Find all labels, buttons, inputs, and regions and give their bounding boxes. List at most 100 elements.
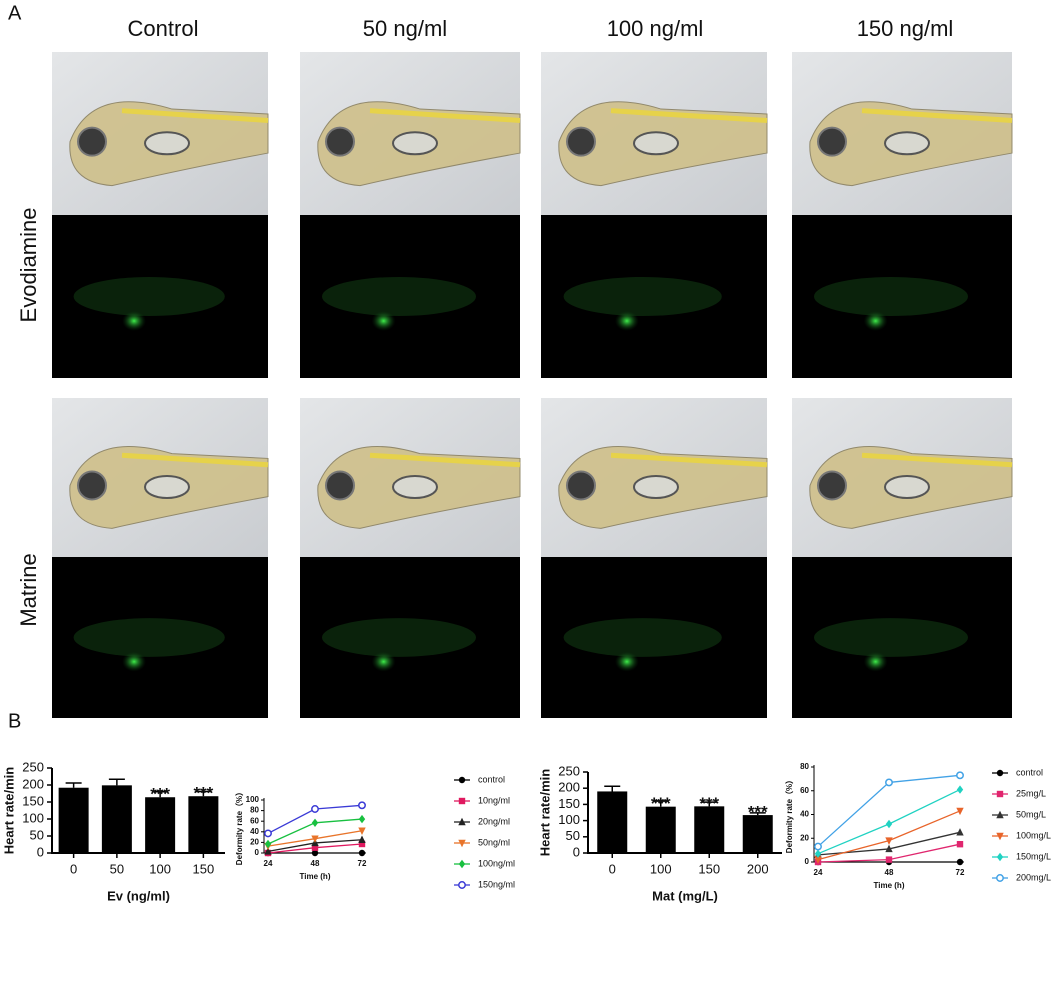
marker — [358, 814, 366, 824]
x-tick-label: 0 — [70, 861, 77, 876]
legend-label: 20ng/ml — [478, 816, 510, 826]
x-axis-label: Time (h) — [300, 872, 331, 881]
marker — [996, 832, 1004, 841]
x-tick-label: 0 — [609, 861, 616, 876]
bar — [597, 791, 628, 853]
bar — [694, 806, 725, 853]
larva-back — [861, 108, 1013, 123]
marker — [996, 874, 1004, 882]
bar — [742, 815, 773, 853]
marker — [311, 805, 319, 813]
marker — [885, 778, 893, 787]
legend-label: 10ng/ml — [478, 795, 510, 805]
significance: *** — [193, 784, 213, 803]
fluorescence-heart — [614, 310, 639, 331]
marker — [264, 829, 272, 838]
column-label: Control — [128, 16, 199, 41]
marker — [458, 776, 466, 784]
bar — [188, 796, 219, 853]
legend-label: 150mg/L — [1016, 851, 1051, 861]
y-tick-label: 20 — [250, 838, 259, 847]
marker — [885, 819, 893, 829]
fluorescence-body — [322, 618, 476, 657]
y-tick-label: 200 — [558, 780, 580, 795]
x-tick-label: 48 — [885, 868, 894, 877]
swim-bladder — [392, 475, 438, 500]
y-tick-label: 0 — [573, 844, 580, 859]
marker — [311, 818, 319, 827]
x-tick-label: 200 — [747, 861, 769, 876]
error-bar — [701, 801, 718, 807]
y-tick-label: 0 — [255, 848, 260, 857]
significance: *** — [699, 794, 719, 813]
marker — [458, 859, 466, 869]
marker — [358, 801, 366, 810]
column-label: 150 ng/ml — [857, 16, 954, 41]
series-line — [817, 810, 961, 861]
legend-label: 150ng/ml — [478, 879, 515, 889]
fluorescence-heart — [614, 651, 639, 672]
y-tick-label: 250 — [558, 763, 580, 778]
larva-eye — [566, 470, 596, 501]
y-tick-label: 0 — [37, 844, 44, 859]
y-tick-label: 100 — [558, 812, 580, 827]
marker — [358, 849, 366, 857]
fluorescence-heart — [371, 310, 396, 331]
larva-eye — [817, 126, 847, 157]
error-bar — [652, 800, 669, 807]
y-tick-label: 80 — [250, 806, 259, 815]
y-tick-label: 50 — [30, 827, 44, 842]
row-label: Evodiamine — [16, 208, 41, 323]
larva-back — [369, 452, 521, 468]
y-tick-label: 250 — [22, 759, 44, 774]
y-tick-label: 20 — [800, 833, 809, 842]
legend-label: 25mg/L — [1016, 788, 1046, 798]
panel-label: A — [8, 2, 22, 24]
fluorescence-body — [563, 618, 722, 657]
larva-eye — [817, 470, 847, 501]
y-tick-label: 200 — [22, 776, 44, 791]
larva-back — [861, 452, 1013, 468]
larva-back — [121, 108, 269, 123]
bar — [58, 787, 89, 853]
legend-label: 200mg/L — [1016, 872, 1051, 882]
marker — [996, 852, 1004, 862]
marker — [956, 807, 964, 816]
row-label: Matrine — [16, 553, 41, 626]
significance: *** — [150, 785, 170, 804]
marker — [264, 839, 272, 849]
marker — [358, 840, 366, 848]
larva-back — [610, 108, 768, 123]
x-axis-label: Time (h) — [874, 881, 905, 890]
significance: *** — [748, 803, 768, 822]
fluorescence-body — [73, 276, 225, 317]
legend-label: 100ng/ml — [478, 858, 515, 868]
marker — [956, 840, 964, 848]
swim-bladder — [144, 131, 190, 156]
significance: *** — [651, 794, 671, 813]
marker — [814, 842, 822, 851]
larva-eye — [77, 470, 107, 501]
panel-label: B — [8, 710, 21, 732]
y-axis-label: Deformity rate（%） — [234, 788, 244, 865]
fluorescence-heart — [863, 651, 888, 672]
x-axis-label: Ev (ng/ml) — [107, 888, 170, 903]
x-tick-label: 24 — [264, 859, 273, 868]
x-tick-label: 150 — [193, 861, 215, 876]
swim-bladder — [884, 475, 930, 500]
swim-bladder — [633, 475, 679, 500]
marker — [311, 835, 319, 843]
legend-label: 50mg/L — [1016, 809, 1046, 819]
legend-label: control — [1016, 767, 1043, 777]
marker — [358, 835, 366, 843]
marker — [885, 837, 893, 845]
y-tick-label: 40 — [800, 810, 809, 819]
x-tick-label: 100 — [149, 861, 171, 876]
marker — [458, 817, 466, 826]
marker — [956, 785, 964, 794]
y-tick-label: 150 — [22, 793, 44, 808]
fluorescence-body — [563, 276, 722, 317]
y-tick-label: 50 — [566, 828, 580, 843]
larva-eye — [77, 126, 107, 157]
fluorescence-heart — [863, 310, 888, 331]
